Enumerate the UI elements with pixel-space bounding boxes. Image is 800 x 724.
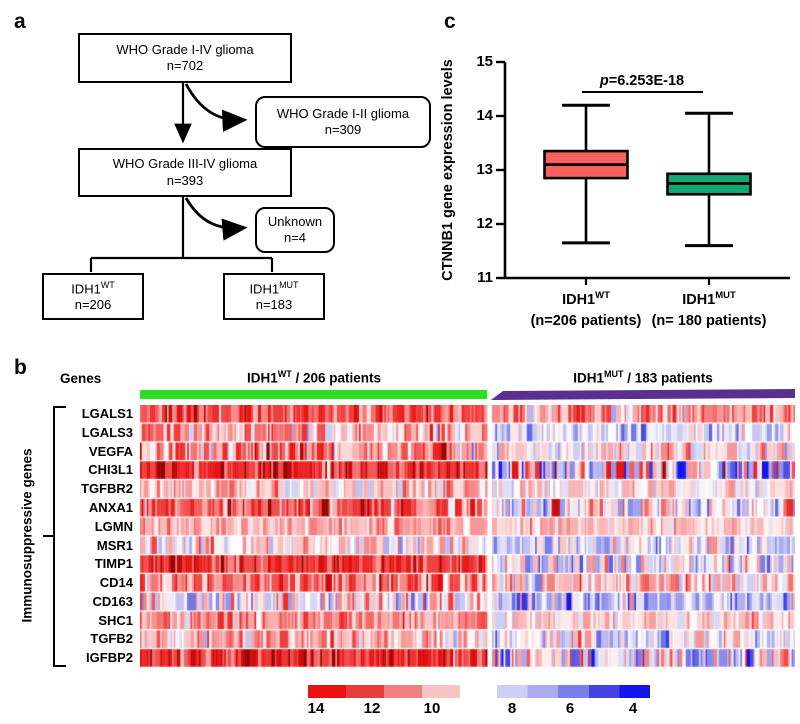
flow-box-unknown: Unknown n=4 xyxy=(255,207,335,253)
p-value-text: =6.253E-18 xyxy=(608,73,685,89)
gene-label-igfbp2: IGFBP2 xyxy=(86,650,133,666)
legend-tick-12: 12 xyxy=(363,700,381,717)
gene-label-cd163: CD163 xyxy=(92,593,133,609)
gene-label-chi3l1: CHI3L1 xyxy=(88,462,133,478)
boxplot-sub-mut: (n= 180 patients) xyxy=(651,313,767,329)
flow-box-grade-1-4-title: WHO Grade I-IV glioma xyxy=(116,41,254,57)
legend-blue-bar xyxy=(497,685,650,698)
idh1-mut-sup: MUT xyxy=(279,279,299,290)
heatmap-wt-header: IDH1WT / 206 patients xyxy=(164,369,464,386)
boxplot-cat-mut: IDH1MUT xyxy=(624,290,794,308)
y-tick-label: 12 xyxy=(476,215,493,232)
flow-box-idh1-mut-n: n=183 xyxy=(255,297,293,313)
legend-tick-8: 8 xyxy=(507,700,517,717)
legend-red-bar xyxy=(308,685,460,698)
panel-a-label: a xyxy=(14,10,26,33)
boxplot-sub-wt: (n=206 patients) xyxy=(530,313,642,329)
flow-box-grade-3-4: WHO Grade III-IV glioma n=393 xyxy=(78,148,292,197)
flow-box-unknown-title: Unknown xyxy=(267,213,323,229)
gene-label-anxa1: ANXA1 xyxy=(88,499,133,515)
wt-header-base: IDH1 xyxy=(246,370,278,386)
flow-box-unknown-n: n=4 xyxy=(283,230,307,245)
gene-label-timp1: TIMP1 xyxy=(94,556,133,572)
y-tick-label: 13 xyxy=(476,161,493,178)
mut-group-bar xyxy=(491,389,795,400)
flow-box-idh1-wt: IDH1WT n=206 xyxy=(42,273,144,320)
idh1-wt-base: IDH1 xyxy=(71,280,101,296)
boxplot-cat-wt: IDH1WT xyxy=(501,290,671,308)
cat-mut-base: IDH1 xyxy=(682,291,716,308)
gene-label-lgals3: LGALS3 xyxy=(81,424,133,440)
flow-box-grade-3-4-n: n=393 xyxy=(166,172,204,188)
y-tick-label: 11 xyxy=(477,269,493,286)
heatmap-genes-header: Genes xyxy=(60,371,102,386)
gene-label-tgfb2: TGFB2 xyxy=(90,631,133,647)
idh1-mut-base: IDH1 xyxy=(249,280,280,296)
flow-box-grade-1-4-n: n=702 xyxy=(166,58,204,73)
flowchart-connectors xyxy=(89,80,274,272)
cat-mut-sup: MUT xyxy=(715,290,736,301)
box-idh1-mut xyxy=(666,111,752,285)
mut-header-base: IDH1 xyxy=(573,370,604,386)
heatmap-group-bars xyxy=(140,389,795,400)
panel-c-label: c xyxy=(444,10,456,33)
boxplot-p-value: p=6.253E-18 xyxy=(552,73,732,89)
gene-label-shc1: SHC1 xyxy=(98,612,133,628)
wt-header-rest: / 206 patients xyxy=(291,370,382,386)
legend-tick-14: 14 xyxy=(307,700,325,717)
wt-group-bar xyxy=(140,390,487,399)
legend-tick-4: 4 xyxy=(628,700,638,717)
gene-label-msr1: MSR1 xyxy=(96,537,133,553)
gene-bracket xyxy=(43,406,66,667)
p-italic: p xyxy=(599,73,609,89)
cat-wt-sup: WT xyxy=(595,290,610,301)
gene-label-lgmn: LGMN xyxy=(94,518,133,534)
heatmap-mut-header: IDH1MUT / 183 patients xyxy=(493,369,793,386)
flow-box-grade-1-2-n: n=309 xyxy=(324,122,362,137)
gene-label-cd14: CD14 xyxy=(99,575,133,591)
cat-wt-base: IDH1 xyxy=(562,291,596,308)
box-idh1-wt xyxy=(543,103,629,285)
gene-label-lgals1: LGALS1 xyxy=(81,406,133,421)
mut-header-rest: / 183 patients xyxy=(623,370,713,386)
flow-box-grade-1-2-title: WHO Grade I-II glioma xyxy=(276,105,410,121)
boxplot-canvas xyxy=(496,60,790,285)
flow-box-grade-1-4: WHO Grade I-IV glioma n=702 xyxy=(78,33,292,83)
y-tick-label: 14 xyxy=(476,107,493,124)
idh1-wt-sup: WT xyxy=(100,279,115,290)
legend-tick-6: 6 xyxy=(565,700,575,717)
wt-header-sup: WT xyxy=(277,369,292,379)
mut-header-sup: MUT xyxy=(603,369,624,379)
flow-box-grade-3-4-title: WHO Grade III-IV glioma xyxy=(112,156,258,172)
flow-box-idh1-mut: IDH1MUT n=183 xyxy=(223,273,325,320)
legend-tick-10: 10 xyxy=(423,700,441,717)
gene-label-tgfbr2: TGFBR2 xyxy=(81,481,133,497)
y-tick-label: 15 xyxy=(476,53,493,70)
flow-box-idh1-wt-n: n=206 xyxy=(74,297,112,313)
heatmap-canvas xyxy=(140,405,795,668)
flow-box-grade-1-2: WHO Grade I-II glioma n=309 xyxy=(255,96,431,148)
panel-b-label: b xyxy=(14,356,27,379)
gene-label-vegfa: VEGFA xyxy=(88,443,133,459)
